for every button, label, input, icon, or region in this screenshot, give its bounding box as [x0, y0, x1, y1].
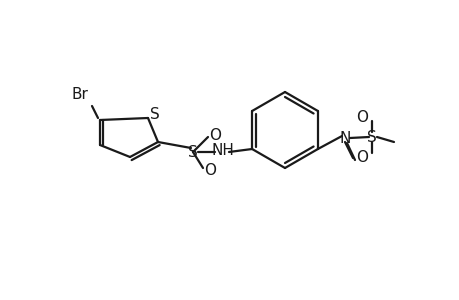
- Text: O: O: [208, 128, 220, 142]
- Text: N: N: [339, 130, 350, 146]
- Text: S: S: [188, 145, 197, 160]
- Text: S: S: [150, 106, 160, 122]
- Text: Br: Br: [72, 86, 88, 101]
- Text: O: O: [203, 163, 216, 178]
- Text: NH: NH: [211, 142, 234, 158]
- Text: S: S: [366, 130, 376, 145]
- Text: O: O: [355, 110, 367, 124]
- Text: O: O: [355, 149, 367, 164]
